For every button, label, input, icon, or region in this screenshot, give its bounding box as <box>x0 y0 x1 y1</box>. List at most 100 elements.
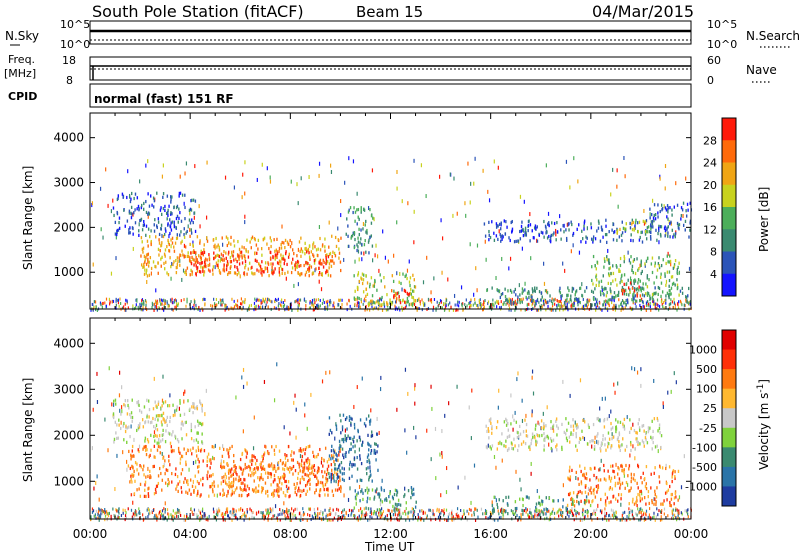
echo-cell <box>671 287 672 290</box>
scatter-echo <box>331 170 332 174</box>
echo-cell <box>395 292 396 295</box>
echo-cell <box>316 476 317 479</box>
echo-cell <box>593 291 594 294</box>
echo-cell <box>134 492 135 495</box>
noise-echo <box>318 305 319 308</box>
echo-cell <box>294 483 295 486</box>
noise-echo <box>257 299 258 302</box>
echo-cell <box>247 485 248 488</box>
noise-echo <box>457 507 458 510</box>
echo-cell <box>254 467 255 470</box>
scatter-echo <box>473 182 474 186</box>
scatter-echo <box>372 258 373 262</box>
scatter-echo <box>145 164 146 168</box>
noise-echo <box>212 305 213 308</box>
noise-echo <box>399 508 400 511</box>
echo-cell <box>657 232 658 235</box>
scatter-echo <box>262 163 263 167</box>
echo-cell <box>484 222 485 225</box>
noise-echo <box>412 510 413 513</box>
echo-cell <box>368 251 369 254</box>
echo-cell <box>200 478 201 481</box>
noise-echo <box>574 509 575 512</box>
echo-cell <box>624 283 625 286</box>
echo-cell <box>626 282 627 285</box>
noise-echo <box>604 512 605 515</box>
scatter-echo <box>319 162 320 166</box>
echo-cell <box>161 407 162 410</box>
scatter-echo <box>169 393 170 397</box>
scatter-echo <box>458 486 459 490</box>
echo-cell <box>219 271 220 274</box>
noise-echo <box>566 306 567 309</box>
echo-cell <box>130 200 131 203</box>
echo-cell <box>314 491 315 494</box>
noise-echo <box>287 511 288 514</box>
echo-cell <box>596 284 597 287</box>
echo-cell <box>260 271 261 274</box>
echo-cell <box>289 466 290 469</box>
echo-cell <box>504 219 505 222</box>
scatter-echo <box>515 411 516 415</box>
echo-cell <box>340 269 341 272</box>
scatter-echo <box>380 387 381 391</box>
echo-cell <box>187 483 188 486</box>
echo-cell <box>515 288 516 291</box>
echo-cell <box>660 276 661 279</box>
echo-cell <box>167 416 168 419</box>
echo-cell <box>153 205 154 208</box>
echo-cell <box>283 241 284 244</box>
scatter-echo <box>93 408 94 412</box>
scatter-echo <box>115 256 116 260</box>
noise-echo <box>104 301 105 304</box>
noise-echo <box>542 305 543 308</box>
echo-cell <box>314 475 315 478</box>
echo-cell <box>669 279 670 282</box>
echo-cell <box>331 265 332 268</box>
echo-cell <box>323 265 324 268</box>
echo-cell <box>197 466 198 469</box>
echo-cell <box>241 256 242 259</box>
echo-cell <box>646 260 647 263</box>
noise-echo <box>663 301 664 304</box>
echo-cell <box>141 411 142 414</box>
echo-cell <box>276 238 277 241</box>
scatter-echo <box>407 269 408 273</box>
echo-cell <box>223 475 224 478</box>
echo-cell <box>306 446 307 449</box>
noise-echo <box>423 304 424 307</box>
echo-cell <box>297 461 298 464</box>
echo-cell <box>597 302 598 305</box>
echo-cell <box>595 237 596 240</box>
echo-cell <box>149 455 150 458</box>
scatter-echo <box>242 195 243 199</box>
echo-cell <box>161 213 162 216</box>
noise-echo <box>534 513 535 516</box>
echo-cell <box>285 239 286 242</box>
echo-cell <box>340 431 341 434</box>
scatter-echo <box>165 501 166 505</box>
echo-cell <box>123 422 124 425</box>
scatter-echo <box>212 456 213 460</box>
echo-cell <box>568 289 569 292</box>
echo-cell <box>191 232 192 235</box>
scatter-echo <box>92 446 93 450</box>
echo-cell <box>372 217 373 220</box>
echo-cell <box>624 292 625 295</box>
echo-cell <box>261 486 262 489</box>
noise-echo <box>484 299 485 302</box>
date-label: 04/Mar/2015 <box>592 2 694 21</box>
echo-cell <box>293 465 294 468</box>
noise-echo <box>163 514 164 517</box>
noise-echo <box>103 302 104 305</box>
echo-cell <box>143 202 144 205</box>
noise-echo <box>533 515 534 518</box>
echo-cell <box>221 476 222 479</box>
colorbar-segment <box>722 118 736 141</box>
noise-echo <box>678 300 679 303</box>
echo-cell <box>338 483 339 486</box>
echo-cell <box>638 267 639 270</box>
noise-echo <box>236 509 237 512</box>
noise-echo <box>341 299 342 302</box>
echo-cell <box>619 281 620 284</box>
